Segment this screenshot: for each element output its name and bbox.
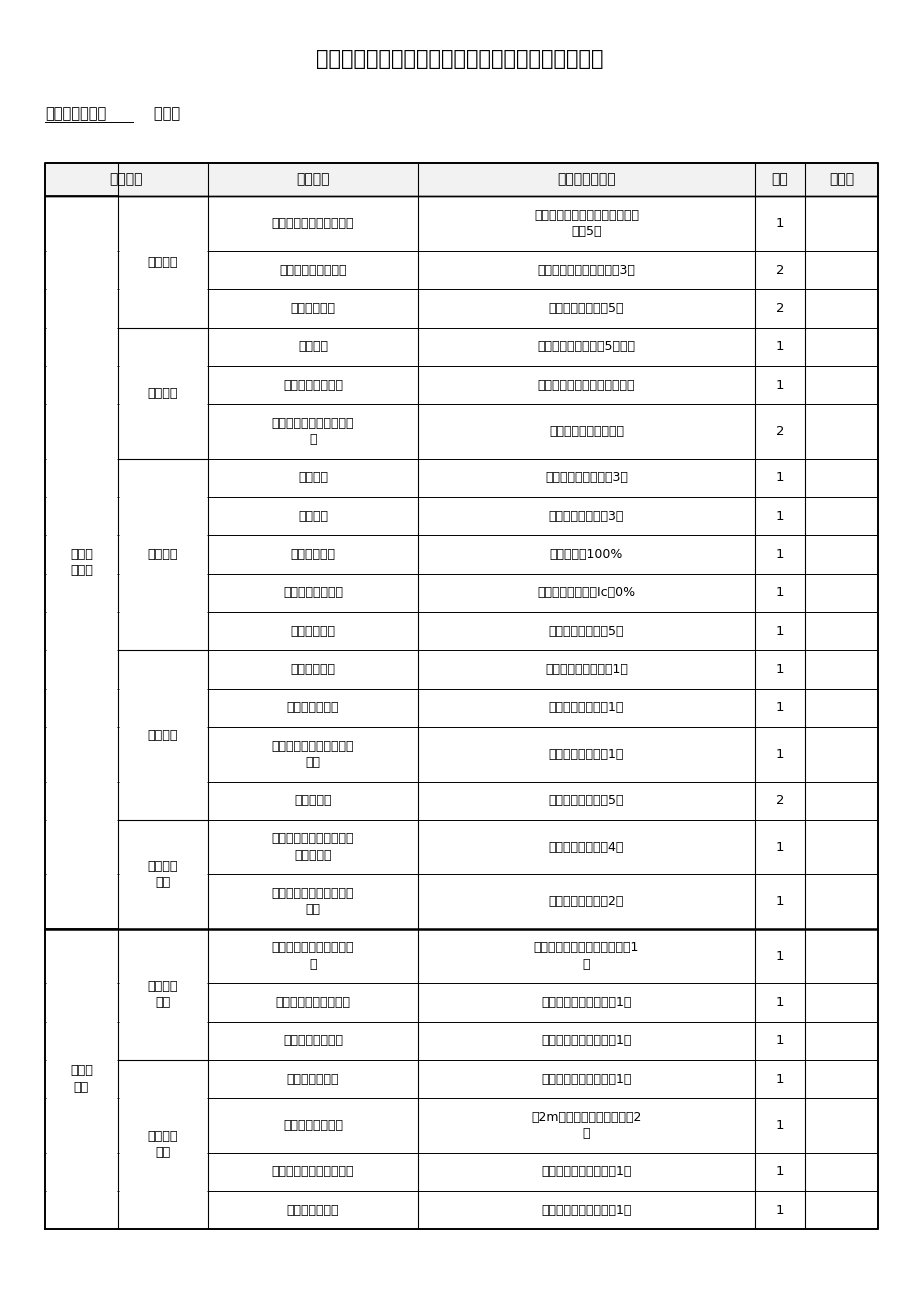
Text: 用水准仪，每轨道测3点: 用水准仪，每轨道测3点 — [544, 471, 628, 484]
Text: 支枕垫块或者承压条间隙: 支枕垫块或者承压条间隙 — [271, 217, 354, 230]
Text: 用钢尺和塞尺，测Ic）0%: 用钢尺和塞尺，测Ic）0% — [537, 587, 635, 600]
Text: 1: 1 — [775, 840, 783, 853]
Text: 1: 1 — [775, 510, 783, 523]
Text: 支承面（双吊点）高差: 支承面（双吊点）高差 — [275, 997, 350, 1010]
Text: 用水准仪，每活塞杆测1点: 用水准仪，每活塞杆测1点 — [540, 1034, 631, 1047]
Text: 用塞尺，每扇门测5点: 用塞尺，每扇门测5点 — [548, 794, 624, 807]
Text: 轨道标高: 轨道标高 — [298, 471, 328, 484]
Text: 用塞尺，每扇门测5点: 用塞尺，每扇门测5点 — [548, 302, 624, 315]
Text: 侧止水间隙: 侧止水间隙 — [294, 794, 332, 807]
Text: 1: 1 — [775, 748, 783, 761]
Text: 机架中心线高程、横向偏
差: 机架中心线高程、横向偏 差 — [271, 942, 354, 971]
Text: 1: 1 — [775, 548, 783, 561]
Text: 1: 1 — [775, 1166, 783, 1179]
Text: 活塞杆水平度高差: 活塞杆水平度高差 — [283, 1034, 343, 1047]
Text: 横拉闸门: 横拉闸门 — [148, 548, 178, 561]
Text: 年月日: 年月日 — [140, 105, 180, 121]
Text: 用全站仪，每启闭机测1点: 用全站仪，每启闭机测1点 — [540, 1203, 631, 1216]
Text: 1: 1 — [775, 217, 783, 230]
Text: 侧止水压缩量: 侧止水压缩量 — [290, 624, 335, 637]
Text: 1: 1 — [775, 664, 783, 677]
Text: 1: 1 — [775, 587, 783, 600]
Text: 用塞尺，每扇门测量5测点。: 用塞尺，每扇门测量5测点。 — [537, 341, 635, 354]
Text: 用水准仪，每启闭机测1点: 用水准仪，每启闭机测1点 — [540, 1072, 631, 1085]
Text: 三角闸门: 三角闸门 — [148, 386, 178, 399]
Text: 用水准仪和钢尺，每启闭机测1
点: 用水准仪和钢尺，每启闭机测1 点 — [533, 942, 639, 971]
Text: 侧止水压缩量: 侧止水压缩量 — [290, 302, 335, 315]
Text: 支臂较中心间距: 支臂较中心间距 — [287, 701, 339, 714]
Text: 闸阀门启闭机电气设备安装工程实体检测项目评价表: 闸阀门启闭机电气设备安装工程实体检测项目评价表 — [316, 48, 603, 69]
Text: 用水准仪，每启闭机测1点: 用水准仪，每启闭机测1点 — [540, 997, 631, 1010]
Text: 用钢尺，每扇门测1点: 用钢尺，每扇门测1点 — [549, 701, 623, 714]
Text: 人字闸门: 人字闸门 — [148, 255, 178, 268]
Text: 启闭机
安装: 启闭机 安装 — [70, 1064, 93, 1094]
Text: 启闭机平台平整度: 启闭机平台平整度 — [283, 1119, 343, 1132]
Text: 用塞尺，每扇门测斜接柱、门轴
柱各5点: 用塞尺，每扇门测斜接柱、门轴 柱各5点 — [533, 209, 639, 238]
Text: 用钢尺，测100%: 用钢尺，测100% — [550, 548, 622, 561]
Text: 门体中心与口门中心位置
偏移: 门体中心与口门中心位置 偏移 — [271, 887, 354, 916]
Text: 用精密水准仪，每扇门测3点: 用精密水准仪，每扇门测3点 — [537, 264, 635, 277]
Text: 1: 1 — [775, 1119, 783, 1132]
Text: 用全站仪，每启闭机测1处: 用全站仪，每启闭机测1处 — [540, 1166, 631, 1179]
Text: 抽查项目: 抽查项目 — [296, 173, 329, 186]
Text: 弧型闸门: 弧型闸门 — [148, 729, 178, 742]
Text: 权值: 权值 — [771, 173, 788, 186]
Text: 1: 1 — [775, 341, 783, 354]
Text: 1: 1 — [775, 895, 783, 908]
Text: 2: 2 — [775, 794, 783, 807]
Text: 较轴中心标高: 较轴中心标高 — [290, 664, 335, 677]
Text: 止水间隙: 止水间隙 — [298, 341, 328, 354]
Text: 用水准仪，每扇门测1点: 用水准仪，每扇门测1点 — [544, 664, 628, 677]
Text: 用水准仪，逐扇检查。: 用水准仪，逐扇检查。 — [549, 425, 623, 438]
Text: 工程部位: 工程部位 — [109, 173, 143, 186]
Text: 2: 2 — [775, 264, 783, 277]
Text: 1: 1 — [775, 379, 783, 392]
Text: 用钢尺，每扇门测3处: 用钢尺，每扇门测3处 — [549, 510, 623, 523]
Text: 用水平尺和钢尺，逐根检查。: 用水平尺和钢尺，逐根检查。 — [538, 379, 634, 392]
Text: 轨道接头顶面错位: 轨道接头顶面错位 — [283, 587, 343, 600]
Text: 1: 1 — [775, 1072, 783, 1085]
Text: 2: 2 — [775, 425, 783, 438]
Text: 液压式启
闭机: 液压式启 闭机 — [148, 980, 178, 1010]
Text: 1: 1 — [775, 950, 783, 963]
Text: 启闭机中心线纵横向偏差: 启闭机中心线纵横向偏差 — [271, 1166, 354, 1179]
Text: 1: 1 — [775, 1034, 783, 1047]
Text: 单位工程名称：: 单位工程名称： — [45, 105, 106, 121]
Text: 合格率: 合格率 — [828, 173, 853, 186]
Text: 轨道间距: 轨道间距 — [298, 510, 328, 523]
Text: 平板提升
闸门: 平板提升 闸门 — [148, 860, 178, 889]
Text: 抽查方法和频率: 抽查方法和频率 — [557, 173, 615, 186]
Text: 用钢尺，每扇门测2点: 用钢尺，每扇门测2点 — [549, 895, 623, 908]
Text: 1: 1 — [775, 624, 783, 637]
Text: 用钢尺，每扇门测1点: 用钢尺，每扇门测1点 — [549, 748, 623, 761]
Text: 用2m靠尺和塞尺，每平台测2
处: 用2m靠尺和塞尺，每平台测2 处 — [531, 1111, 641, 1140]
Text: 轨道接头间隙: 轨道接头间隙 — [290, 548, 335, 561]
Text: 斜接柱端水平跳动量: 斜接柱端水平跳动量 — [279, 264, 346, 277]
Text: 卷扬式启
闭机: 卷扬式启 闭机 — [148, 1131, 178, 1159]
Text: 滚轮或者滑块与轨道中心
线相对偏移: 滚轮或者滑块与轨道中心 线相对偏移 — [271, 833, 354, 861]
Text: 1: 1 — [775, 997, 783, 1010]
Text: 用塞尺，每扇门测5点: 用塞尺，每扇门测5点 — [548, 624, 624, 637]
Text: 启闭机平台高程: 启闭机平台高程 — [287, 1072, 339, 1085]
Text: 1: 1 — [775, 1203, 783, 1216]
Text: 1: 1 — [775, 701, 783, 714]
Text: 双吊点吊距误差: 双吊点吊距误差 — [287, 1203, 339, 1216]
Text: 用钢尺，每扇门测4点: 用钢尺，每扇门测4点 — [549, 840, 623, 853]
Text: 承轴台水平倾斜度: 承轴台水平倾斜度 — [283, 379, 343, 392]
Text: 闸门阀
门安装: 闸门阀 门安装 — [70, 548, 93, 578]
Text: 2: 2 — [775, 302, 783, 315]
Polygon shape — [45, 163, 877, 196]
Text: 1: 1 — [775, 471, 783, 484]
Text: 闸门门叶中点处水平跳动
量: 闸门门叶中点处水平跳动 量 — [271, 416, 354, 446]
Text: 闸门中线投影与闸孔中线
偏移: 闸门中线投影与闸孔中线 偏移 — [271, 739, 354, 769]
